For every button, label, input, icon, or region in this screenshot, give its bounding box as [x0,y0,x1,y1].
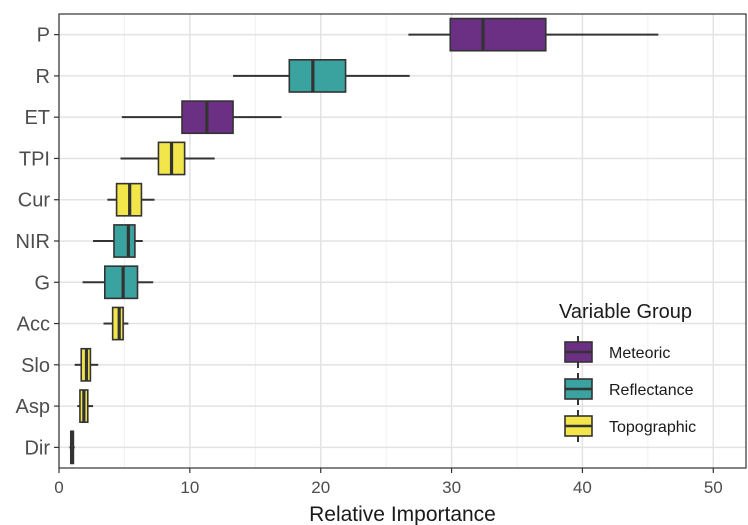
box [288,59,347,93]
x-tick-label: 30 [442,478,461,497]
y-tick-label: Acc [17,314,50,336]
boxplot-r [233,59,410,93]
y-tick-label: NIR [16,231,50,253]
box [113,224,136,258]
panel-border [58,13,747,469]
legend-label: Reflectance [609,382,694,399]
y-tick-label: P [37,25,50,47]
x-axis-title: Relative Importance [309,503,496,525]
boxplot-asp [77,389,94,423]
y-tick-label: Asp [16,396,50,418]
x-tick-labels: 0 10 20 30 40 50 [54,468,723,497]
x-tick-label: 40 [573,478,592,497]
boxes [69,17,659,465]
y-tick-label: G [34,272,50,294]
y-tick-label: TPI [19,148,50,170]
boxplot-acc [103,306,129,341]
y-tick-label: R [36,66,50,88]
grid [58,14,746,468]
boxplot-slo [74,347,99,382]
boxplot-dir [69,430,75,465]
x-tick-label: 10 [180,478,199,497]
x-tick-label: 20 [311,478,330,497]
boxplot-cur [107,182,155,217]
boxplot-p [408,17,659,52]
boxplot-et [121,100,282,135]
legend-title: Variable Group [559,301,692,323]
boxplot-tpi [120,141,215,176]
legend-item-topographic: Topographic [564,410,696,442]
y-tick-labels: PR ET TPI Cur NIR G Acc Slo Asp Dir [16,25,59,459]
legend: Variable Group Meteoric Reflectance Topogr… [559,301,696,442]
boxplot-g [82,265,154,300]
x-tick-label: 0 [54,478,63,497]
x-tick-label: 50 [704,478,723,497]
box [449,17,547,52]
boxplot-nir [93,224,143,258]
legend-items: Meteoric Reflectance Topographic [564,336,696,442]
y-tick-label: Dir [24,437,50,459]
legend-label: Topographic [609,419,696,436]
legend-label: Meteoric [609,345,670,362]
legend-item-reflectance: Reflectance [564,373,694,405]
legend-item-meteoric: Meteoric [564,336,670,368]
y-tick-label: Slo [21,355,50,377]
box [104,265,139,300]
y-tick-label: ET [24,107,50,129]
y-tick-label: Cur [18,190,51,212]
